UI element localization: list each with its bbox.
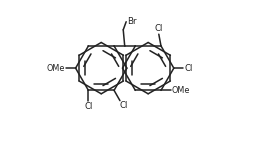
Text: Br: Br [127,17,136,26]
Text: Cl: Cl [155,24,163,33]
Text: OMe: OMe [46,64,65,73]
Text: Cl: Cl [120,101,128,110]
Text: Cl: Cl [185,64,193,73]
Text: OMe: OMe [172,86,190,95]
Text: Cl: Cl [84,102,93,111]
